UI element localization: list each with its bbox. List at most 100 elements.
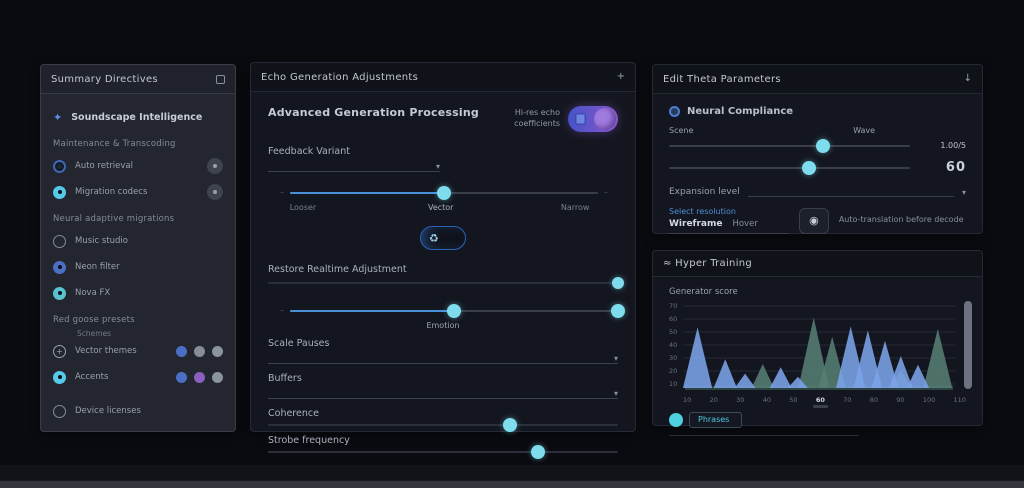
coherence-slider-thumb[interactable] [502,418,517,432]
wave-slider-track[interactable] [669,160,910,175]
x-tick-label: 70 [843,396,852,404]
ring-icon [53,234,66,248]
translation-caption: Auto-translation before decode [838,215,964,225]
x-tick-label: 50 [789,396,798,404]
chart-legend: Phrases [669,412,982,428]
collapse-panel-icon[interactable] [216,74,225,84]
right-bottom-title: ≈ Hyper Training [663,258,752,269]
sidebar-item-neon-filter[interactable]: Neon filter [53,254,223,280]
color-swatch[interactable] [194,345,205,357]
restore-slider-label: Restore Realtime Adjustment [268,264,407,275]
color-swatch[interactable] [212,345,223,357]
middle-panel-title: Echo Generation Adjustments [261,71,419,83]
toggle-caption-line2: coefficients [514,119,560,128]
buffers-select[interactable]: ▾ [268,384,618,399]
right-bottom-titlebar: ≈ Hyper Training [653,251,982,277]
restore-slider-track[interactable] [268,277,624,289]
slider-min-mark: – [280,188,284,197]
chart-x-axis: 10 20 30 40 50 60 70 80 90 100 110 [683,396,966,408]
sidebar-item-label: Vector themes [75,346,137,356]
coherence-slider-track[interactable] [268,418,618,432]
left-panel-titlebar: Summary Directives [41,65,235,94]
download-arrow-icon[interactable]: ↓ [963,73,972,84]
strobe-slider-thumb[interactable] [530,445,545,459]
dot-icon [213,164,217,168]
sidebar-item-label: Accents [75,372,109,382]
emotion-range-thumb-high[interactable] [611,303,625,318]
sidebar-item-music-studio[interactable]: Music studio [53,228,223,254]
neural-icon [669,106,680,117]
neural-section-label: Neural Compliance [687,106,794,117]
cyan-circle-icon [53,370,66,384]
strobe-slider-track[interactable] [268,445,618,459]
restore-slider-thumb[interactable] [612,277,624,289]
y-tick-label: 30 [669,354,678,362]
chevron-down-icon: ▾ [961,188,966,197]
legend-divider [669,435,859,436]
chevron-down-icon: ▾ [613,389,618,398]
toggle-caption: Hi-res echo coefficients [514,108,560,130]
legend-chip[interactable]: Phrases [689,412,743,428]
sidebar-item-migration-codecs[interactable]: Migration codecs [53,179,223,205]
scene-slider-thumb[interactable] [816,138,831,153]
coefficients-toggle[interactable] [568,106,618,132]
scale-pauses-label: Scale Pauses [268,338,330,349]
sidebar-item-vector-themes[interactable]: + Vector themes [53,338,223,364]
sidebar-item-label: Nova FX [75,288,111,298]
expansion-input[interactable] [747,187,954,197]
chart-scrollbar[interactable] [964,301,972,389]
grid-icon [575,113,586,125]
x-tick-label: 90 [896,396,905,404]
resolution-input[interactable]: Wireframe Hover [669,216,789,234]
variant-select[interactable]: ▾ [268,157,440,172]
item-options-button[interactable] [207,184,223,200]
emotion-range-thumb-low[interactable] [447,303,461,318]
y-tick-label: 20 [669,367,678,375]
range-fill [290,309,454,312]
x-tick-label: 80 [869,396,878,404]
scene-slider-track[interactable] [669,138,910,153]
resolution-link[interactable]: Select resolution [669,207,736,216]
slider-label-center: Vector [427,203,454,212]
color-swatch[interactable] [194,371,205,383]
x-tick-label: 20 [709,396,718,404]
sidebar-item-label: Soundscape Intelligence [71,111,203,123]
right-bottom-title-text: Hyper Training [675,258,753,269]
scene-slider-value: 1.00/5 [940,141,966,150]
sidebar-item-auto-retrieval[interactable]: Auto retrieval [53,153,223,179]
variant-slider-thumb[interactable] [437,185,451,200]
sidebar-item-nova-fx[interactable]: Nova FX [53,280,223,306]
color-swatch[interactable] [176,345,187,357]
section-label-neural: Neural adaptive migrations [53,214,175,224]
coherence-slider-label: Coherence [268,408,319,419]
target-icon: ◉ [809,215,819,227]
color-swatch[interactable] [212,371,223,383]
refresh-button[interactable]: ♻ [420,226,466,250]
section-label-maintenance: Maintenance & Transcoding [53,139,176,149]
variant-select-label: Feedback Variant [268,146,350,157]
y-tick-label: 10 [669,380,678,388]
toggle-knob[interactable] [594,108,616,130]
variant-slider-track[interactable] [290,185,598,200]
wave-slider-thumb[interactable] [801,160,816,175]
color-swatch[interactable] [176,371,187,383]
sidebar-item-accents[interactable]: Accents [53,364,223,390]
dot-icon [57,265,62,269]
sidebar-item-featured[interactable]: ✦ Soundscape Intelligence [53,104,223,130]
scale-pauses-select[interactable]: ▾ [268,349,618,364]
resolution-value-primary: Wireframe [669,219,723,229]
x-tick-label: 40 [762,396,771,404]
emotion-range-track[interactable] [290,303,625,318]
wave-slider-value: 60 [945,160,966,175]
sidebar-item-device-licenses[interactable]: Device licenses [53,398,223,424]
resolution-field: Select resolution Wireframe Hover [669,207,789,234]
sidebar-item-label: Music studio [75,236,128,246]
y-tick-label: 60 [669,315,678,323]
right-top-body: Neural Compliance Scene Wave 1.00/5 60 E… [653,94,982,234]
add-icon[interactable]: + [616,71,625,82]
target-button[interactable]: ◉ [799,207,829,234]
sidebar-item-label: Device licenses [75,406,141,416]
middle-panel-body: Advanced Generation Processing Hi-res ec… [251,92,635,459]
x-tick-label: 10 [683,396,692,404]
item-options-button[interactable] [207,158,223,174]
